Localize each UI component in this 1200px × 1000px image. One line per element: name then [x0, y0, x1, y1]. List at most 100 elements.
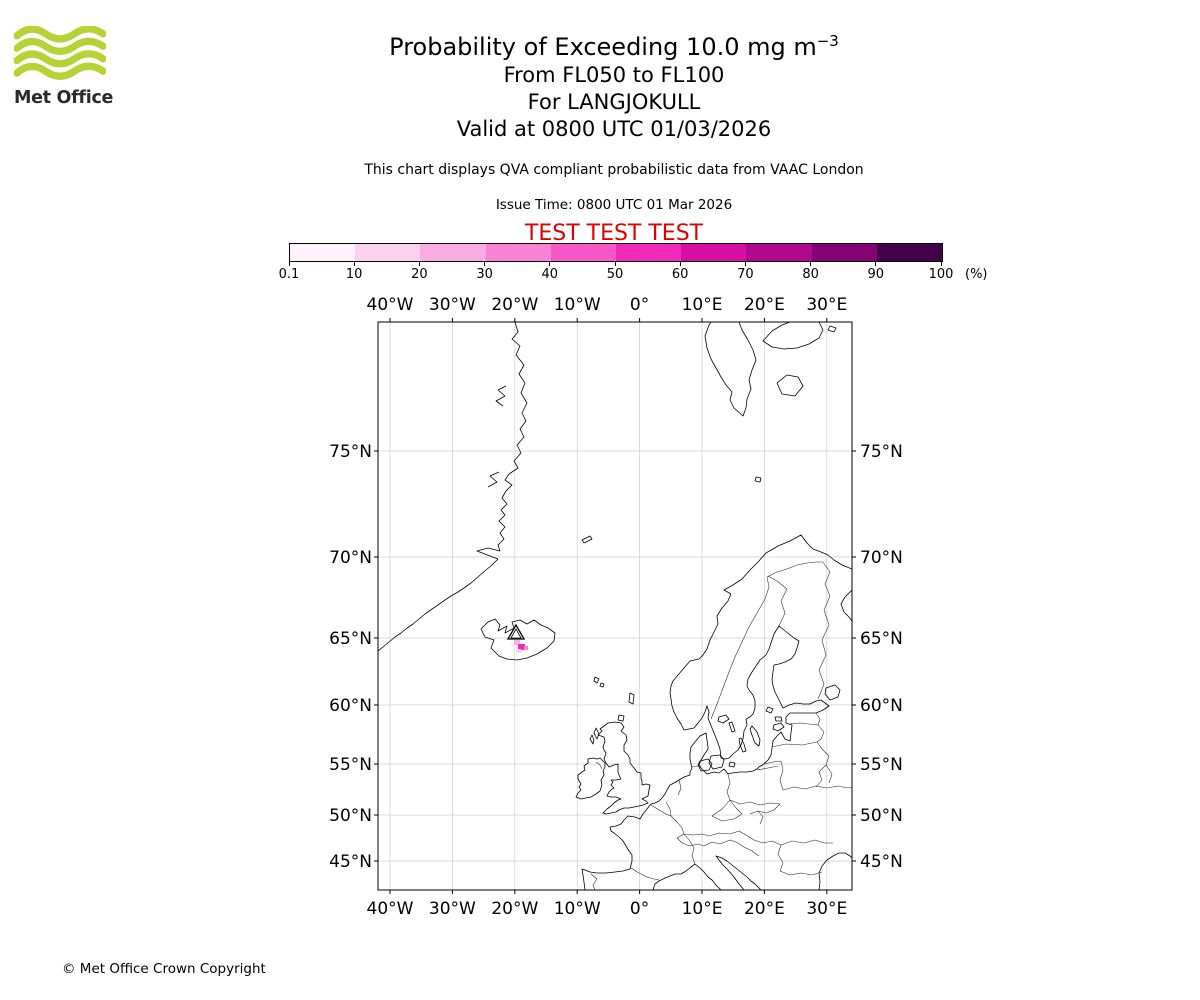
lon-tick-label-bottom: 10°W: [554, 899, 601, 919]
coast-great-britain: [597, 721, 651, 815]
colorbar-tick-label: 20: [411, 267, 428, 282]
map: 40°W 40°W 30°W 30°W 20°W 20°W 10°W 10°W 0° 0° 10°E…: [320, 280, 920, 944]
colorbar-tick-label: 90: [867, 267, 885, 282]
country-borders: [590, 561, 852, 890]
colorbar-tick-label: 40: [541, 267, 559, 282]
lat-tick-label-left: 65°N: [329, 629, 372, 649]
volcano-marker: [506, 623, 526, 640]
colorbar-segment: [616, 244, 682, 261]
map-frame: [377, 321, 853, 891]
lon-tick-label-bottom: 30°E: [806, 899, 847, 919]
test-banner: TEST TEST TEST: [524, 221, 704, 246]
lon-tick-label-top: 20°E: [744, 295, 785, 315]
colorbar-tick-label: 30: [476, 267, 493, 282]
lat-tick-label-left: 45°N: [329, 852, 372, 872]
lon-tick-label-top: 0°: [630, 295, 649, 315]
lon-tick-label-top: 30°W: [429, 295, 476, 315]
logo-waves-icon: [13, 25, 107, 80]
coast-svalbard: [704, 322, 824, 417]
colorbar-tick-mark: [679, 262, 681, 266]
coast-mainland-europe: [581, 534, 852, 890]
colorbar-tick-mark: [614, 262, 616, 266]
lat-tick-label-right: 75°N: [860, 442, 903, 462]
map-svg: 40°W 40°W 30°W 30°W 20°W 20°W 10°W 10°W 0° 0° 10°E…: [329, 295, 903, 919]
lon-tick-label-top: 40°W: [367, 295, 414, 315]
colorbar-segment: [420, 244, 486, 261]
colorbar: 0.1 10 20 30 40 50 60 70 80 90 100 (%): [279, 243, 988, 303]
lat-tick-label-left: 75°N: [329, 442, 372, 462]
coast-white-sea: [840, 589, 852, 622]
colorbar-tick-mark: [875, 262, 877, 266]
coast-iceland: [480, 618, 556, 661]
colorbar-segment: [681, 244, 747, 261]
lon-tick-label-top: 10°E: [682, 295, 723, 315]
colorbar-unit-label: (%): [965, 267, 988, 282]
lon-tick-label-bottom: 40°W: [367, 899, 414, 919]
colorbar-tick-mark: [484, 262, 486, 266]
colorbar-tick-mark: [353, 262, 355, 266]
issue-time: Issue Time: 0800 UTC 01 Mar 2026: [495, 197, 733, 213]
colorbar-tick-labels: 0.1 10 20 30 40 50 60 70 80 90 100: [279, 262, 953, 292]
title-exponent: −3: [816, 32, 839, 50]
colorbar-segment: [290, 244, 356, 261]
colorbar-tick-label: 10: [345, 267, 363, 282]
lat-tick-label-right: 65°N: [860, 629, 903, 649]
colorbar-tick-label: 60: [671, 267, 689, 282]
colorbar-tick-mark: [418, 262, 420, 266]
subtitle-valid-time: Valid at 0800 UTC 01/03/2026: [456, 117, 772, 141]
chart-title: Probability of Exceeding 10.0 mg m−3: [28, 26, 1200, 62]
lat-tick-label-left: 50°N: [329, 806, 372, 826]
lat-tick-label-right: 55°N: [860, 755, 903, 775]
lon-tick-label-top: 20°W: [491, 295, 538, 315]
lon-tick-label-bottom: 10°E: [682, 899, 723, 919]
lon-tick-label-bottom: 20°E: [744, 899, 785, 919]
colorbar-tick-mark: [810, 262, 812, 266]
colorbar-segment: [485, 244, 551, 261]
colorbar-segment: [811, 244, 877, 261]
colorbar-tick-label: 0.1: [278, 267, 300, 282]
lat-tick-label-right: 45°N: [860, 852, 903, 872]
logo-text: Met Office: [14, 88, 114, 108]
colorbar-segment: [550, 244, 617, 261]
coast-greenland-fjords: [487, 385, 507, 488]
copyright-text: © Met Office Crown Copyright: [62, 961, 266, 977]
colorbar-segment: [355, 244, 421, 261]
lon-tick-label-bottom: 20°W: [491, 899, 538, 919]
lon-tick-label-top: 10°W: [554, 295, 601, 315]
subtitle-flight-levels: From FL050 to FL100: [503, 63, 725, 87]
coast-mediterranean: [652, 863, 722, 890]
lat-tick-label-left: 55°N: [329, 755, 372, 775]
lon-tick-label-bottom: 30°W: [429, 899, 476, 919]
lakes: [717, 684, 841, 733]
probability-plume: [511, 640, 528, 653]
colorbar-tick-mark: [288, 262, 290, 266]
colorbar-tick-label: 100: [928, 267, 954, 282]
colorbar-segment: [746, 244, 812, 261]
colorbar-segment: [876, 244, 943, 261]
colorbar-tick-mark: [940, 262, 942, 266]
map-tick-labels: 40°W 40°W 30°W 30°W 20°W 20°W 10°W 10°W 0° 0° 10°E…: [329, 295, 903, 919]
coast-greenland: [378, 322, 528, 652]
met-office-logo: Met Office: [13, 25, 134, 108]
colorbar-tick-mark: [744, 262, 746, 266]
coast-ireland: [575, 757, 606, 800]
subtitle-volcano: For LANGJOKULL: [527, 90, 701, 114]
coast-small-islands: [581, 325, 837, 745]
lon-tick-label-bottom: 0°: [630, 899, 649, 919]
colorbar-tick-label: 70: [737, 267, 754, 282]
lat-tick-label-right: 70°N: [860, 548, 903, 568]
lat-tick-label-left: 70°N: [329, 548, 372, 568]
coast-black-sea: [818, 852, 852, 890]
colorbar-tick-mark: [549, 262, 551, 266]
coastlines: [378, 322, 852, 890]
title-block: Probability of Exceeding 10.0 mg m−3 Fro…: [28, 26, 1200, 246]
lat-tick-label-left: 60°N: [329, 696, 372, 716]
colorbar-gradient: [289, 243, 943, 262]
lat-tick-label-right: 50°N: [860, 806, 903, 826]
coast-baltic-islands: [697, 716, 785, 772]
chart-title-text: Probability of Exceeding 10.0 mg m: [389, 33, 817, 61]
lat-tick-label-right: 60°N: [860, 696, 903, 716]
colorbar-tick-label: 50: [606, 267, 624, 282]
coast-adriatic: [715, 855, 762, 890]
chart-description: This chart displays QVA compliant probab…: [364, 162, 864, 178]
